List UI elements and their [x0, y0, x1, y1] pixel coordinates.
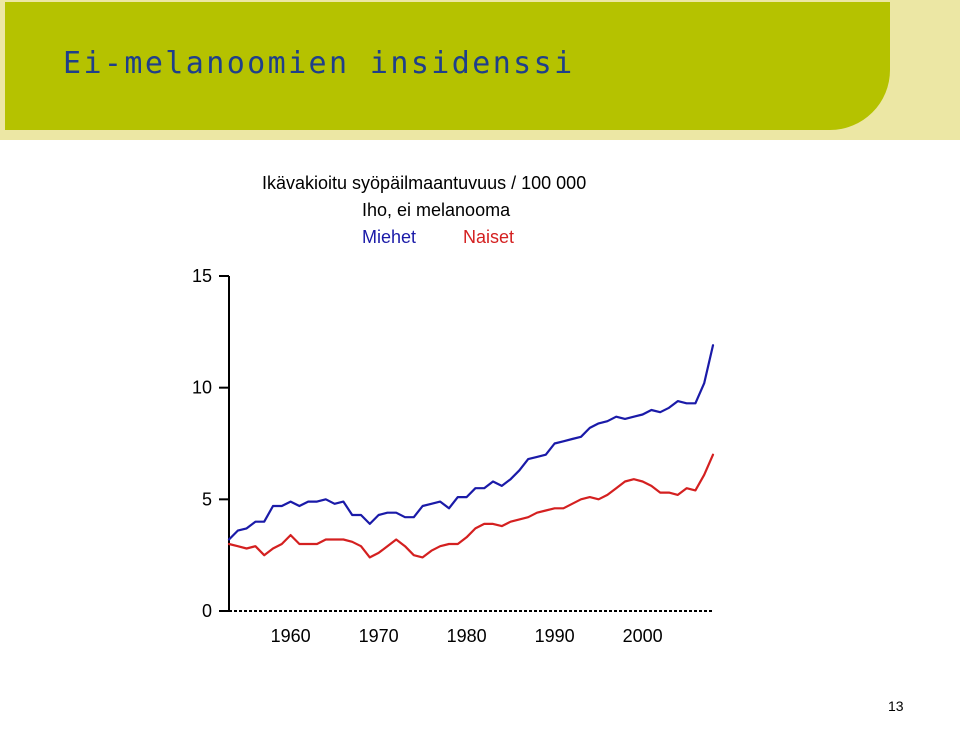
- y-tick-label: 15: [192, 266, 212, 286]
- y-tick-label: 0: [202, 601, 212, 621]
- page-number: 13: [888, 698, 904, 714]
- slide-title: Ei-melanoomien insidenssi: [63, 46, 575, 81]
- header-band: [5, 2, 890, 130]
- y-tick-label: 5: [202, 489, 212, 509]
- series-line-men: [227, 344, 715, 541]
- x-tick-label: 1980: [447, 626, 487, 646]
- chart-title: Ikävakioitu syöpäilmaantuvuus / 100 000: [262, 173, 587, 193]
- series-line-women: [227, 453, 715, 559]
- x-tick-label: 1990: [535, 626, 575, 646]
- legend-entry-men: Miehet: [362, 227, 417, 247]
- x-tick-label: 1960: [271, 626, 311, 646]
- x-tick-label: 2000: [623, 626, 663, 646]
- x-tick-label: 1970: [359, 626, 399, 646]
- y-tick-label: 10: [192, 378, 212, 398]
- chart-subtitle: Iho, ei melanooma: [362, 200, 511, 220]
- legend-entry-women: Naiset: [463, 227, 515, 247]
